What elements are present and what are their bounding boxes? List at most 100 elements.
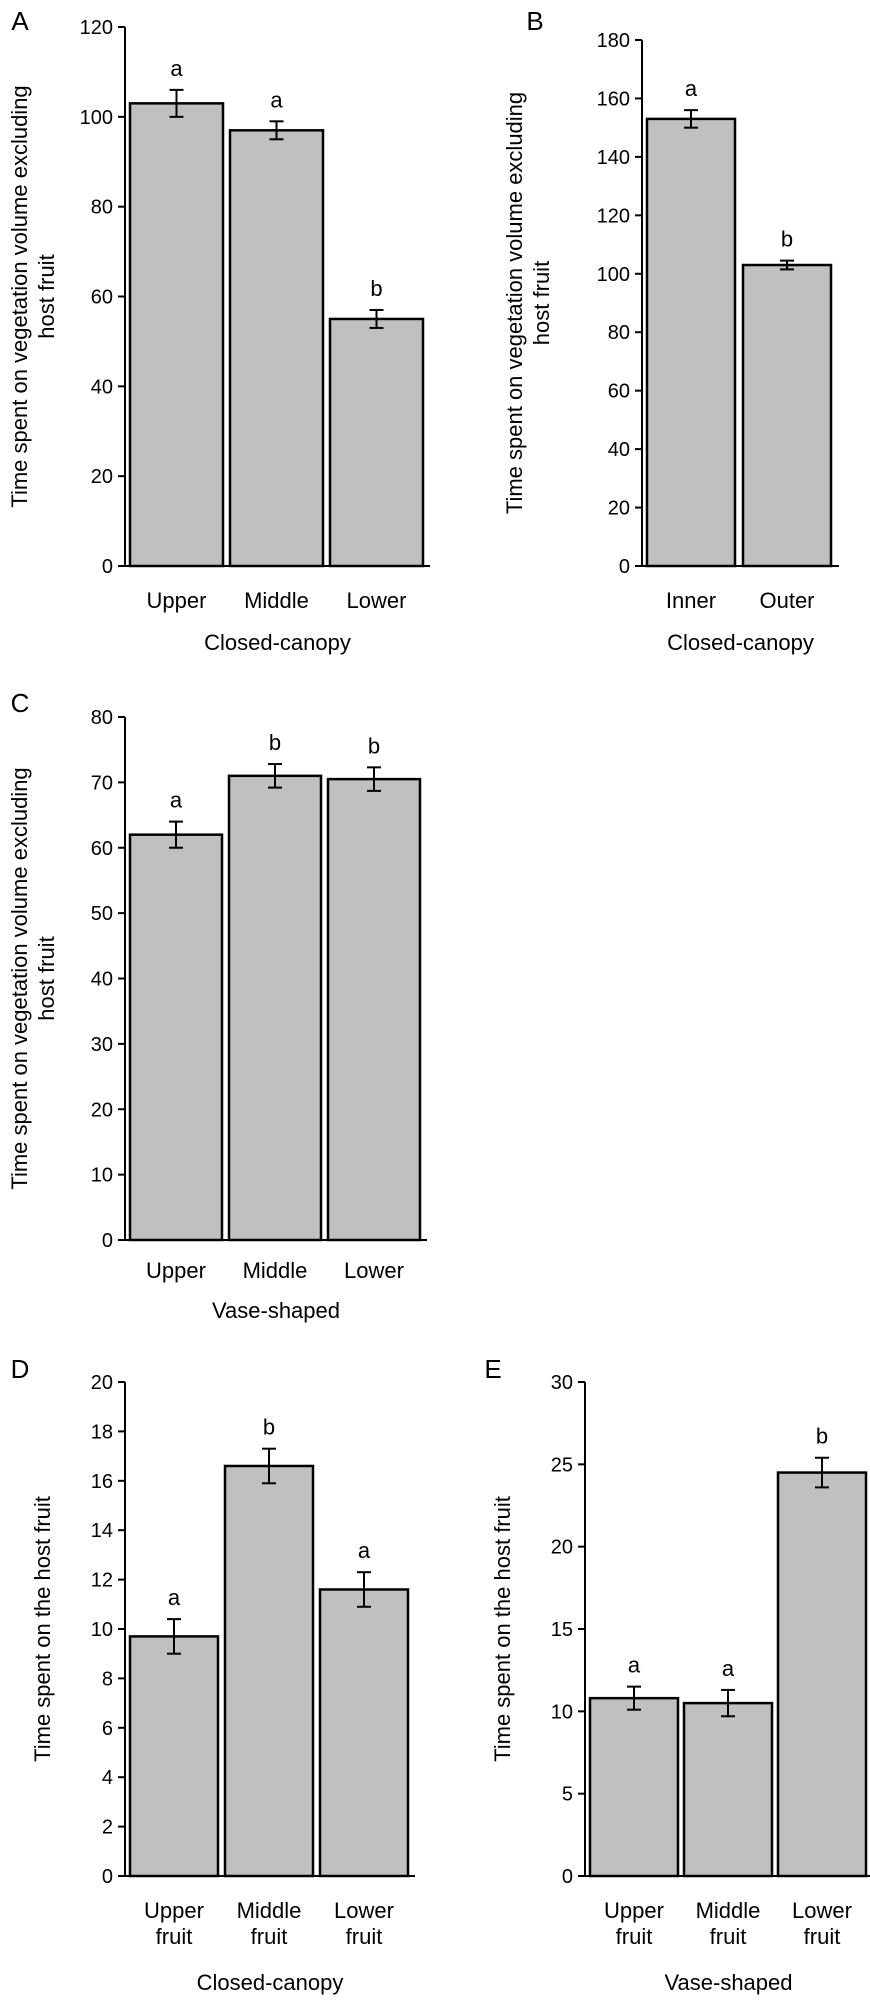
significance-letter: a — [168, 1585, 181, 1610]
category-label: Upper — [147, 588, 207, 613]
bar — [228, 129, 325, 568]
category-label: fruit — [804, 1924, 841, 1949]
y-tick-label: 0 — [102, 1230, 113, 1252]
significance-letter: a — [628, 1653, 641, 1678]
x-axis-label: Vase-shaped — [212, 1298, 340, 1323]
panel-e: E051015202530aUpperfruitaMiddlefruitbLow… — [484, 1354, 870, 1995]
y-axis-label: host fruit — [529, 261, 554, 345]
y-tick-label: 70 — [91, 772, 113, 794]
y-axis-label: Time spent on vegetation volume excludin… — [7, 767, 32, 1189]
y-tick-label: 160 — [597, 88, 630, 110]
significance-letter: a — [722, 1656, 735, 1681]
y-tick-label: 16 — [91, 1471, 113, 1493]
category-label: Outer — [759, 588, 814, 613]
y-tick-label: 60 — [91, 287, 113, 309]
category-label: fruit — [346, 1924, 383, 1949]
panel-letter: B — [526, 6, 543, 36]
y-tick-label: 18 — [91, 1421, 113, 1443]
y-tick-label: 20 — [91, 1372, 113, 1394]
y-tick-label: 14 — [91, 1520, 113, 1542]
panel-b: B 0 20 40 60 80 100 120 140 160 180 a Inner b Outer Clo… — [502, 6, 839, 655]
y-tick-label: 60 — [91, 838, 113, 860]
significance-letter: b — [781, 227, 793, 252]
y-tick-label: 80 — [608, 322, 630, 344]
bar — [128, 102, 225, 568]
y-tick-label: 0 — [102, 556, 113, 578]
y-axis-label: Time spent on the host fruit — [30, 1496, 55, 1762]
y-tick-label: 120 — [597, 205, 630, 227]
significance-letter: b — [370, 276, 382, 301]
y-tick-label: 40 — [91, 969, 113, 991]
x-axis-label: Closed-canopy — [204, 630, 351, 655]
significance-letter: a — [270, 87, 283, 112]
y-tick-label: 80 — [91, 197, 113, 219]
y-axis-label: host fruit — [34, 936, 59, 1020]
significance-letter: b — [263, 1415, 275, 1440]
y-tick-label: 100 — [80, 107, 113, 129]
y-tick-label: 20 — [551, 1537, 573, 1559]
y-axis-label: Time spent on the host fruit — [490, 1496, 515, 1762]
significance-letter: a — [685, 76, 698, 101]
significance-letter: a — [358, 1538, 371, 1563]
y-tick-label: 8 — [102, 1668, 113, 1690]
category-label: Lower — [344, 1258, 404, 1283]
panel-letter: D — [11, 1354, 30, 1384]
bar — [328, 317, 425, 568]
category-label: fruit — [710, 1924, 747, 1949]
y-tick-label: 140 — [597, 147, 630, 169]
y-tick-label: 80 — [91, 707, 113, 729]
y-tick-label: 30 — [91, 1034, 113, 1056]
significance-letter: b — [269, 730, 281, 755]
y-tick-label: 12 — [91, 1570, 113, 1592]
bar — [645, 117, 737, 568]
y-tick-label: 5 — [562, 1784, 573, 1806]
y-tick-label: 20 — [91, 1099, 113, 1121]
y-tick-label: 100 — [597, 264, 630, 286]
bar — [326, 777, 422, 1242]
category-label: Upper — [144, 1898, 204, 1923]
significance-letter: b — [816, 1424, 828, 1449]
category-label: Middle — [244, 588, 309, 613]
y-tick-label: 4 — [102, 1767, 113, 1789]
y-tick-label: 120 — [80, 17, 113, 39]
y-tick-label: 15 — [551, 1619, 573, 1641]
category-label: Inner — [666, 588, 716, 613]
significance-letter: a — [170, 788, 183, 813]
category-label: fruit — [616, 1924, 653, 1949]
bar — [128, 833, 224, 1242]
bar — [741, 263, 833, 568]
bar — [227, 774, 323, 1242]
category-label: Lower — [347, 588, 407, 613]
y-tick-label: 0 — [619, 556, 630, 578]
y-tick-label: 20 — [91, 466, 113, 488]
panel-c: C 0 10 20 30 40 50 60 70 80 a Upper b Middle b LowerVas… — [7, 688, 427, 1323]
panels-root: A020406080100120aUpperaMiddlebLowerClose… — [7, 6, 870, 1995]
y-tick-label: 30 — [551, 1372, 573, 1394]
y-tick-label: 40 — [608, 439, 630, 461]
panel-letter: E — [484, 1354, 501, 1384]
significance-letter: a — [170, 56, 183, 81]
y-tick-label: 10 — [551, 1701, 573, 1723]
panel-letter: C — [11, 688, 30, 718]
y-tick-label: 180 — [597, 30, 630, 52]
bar — [588, 1696, 680, 1878]
y-tick-label: 20 — [608, 498, 630, 520]
y-tick-label: 60 — [608, 381, 630, 403]
bar — [128, 1635, 220, 1878]
y-axis-label: Time spent on vegetation volume excludin… — [502, 92, 527, 514]
category-label: fruit — [251, 1924, 288, 1949]
panel-d: D02468101214161820aUpperfruitbMiddlefrui… — [11, 1354, 415, 1995]
bar — [318, 1588, 410, 1878]
y-tick-label: 25 — [551, 1454, 573, 1476]
category-label: Middle — [237, 1898, 302, 1923]
category-label: Upper — [146, 1258, 206, 1283]
category-label: Upper — [604, 1898, 664, 1923]
x-axis-label: Closed-canopy — [667, 630, 814, 655]
y-tick-label: 6 — [102, 1718, 113, 1740]
category-label: Middle — [243, 1258, 308, 1283]
y-axis-label: Time spent on vegetation volume excludin… — [7, 85, 32, 507]
y-tick-label: 0 — [102, 1866, 113, 1888]
category-label: Lower — [334, 1898, 394, 1923]
y-tick-label: 40 — [91, 376, 113, 398]
y-tick-label: 50 — [91, 903, 113, 925]
